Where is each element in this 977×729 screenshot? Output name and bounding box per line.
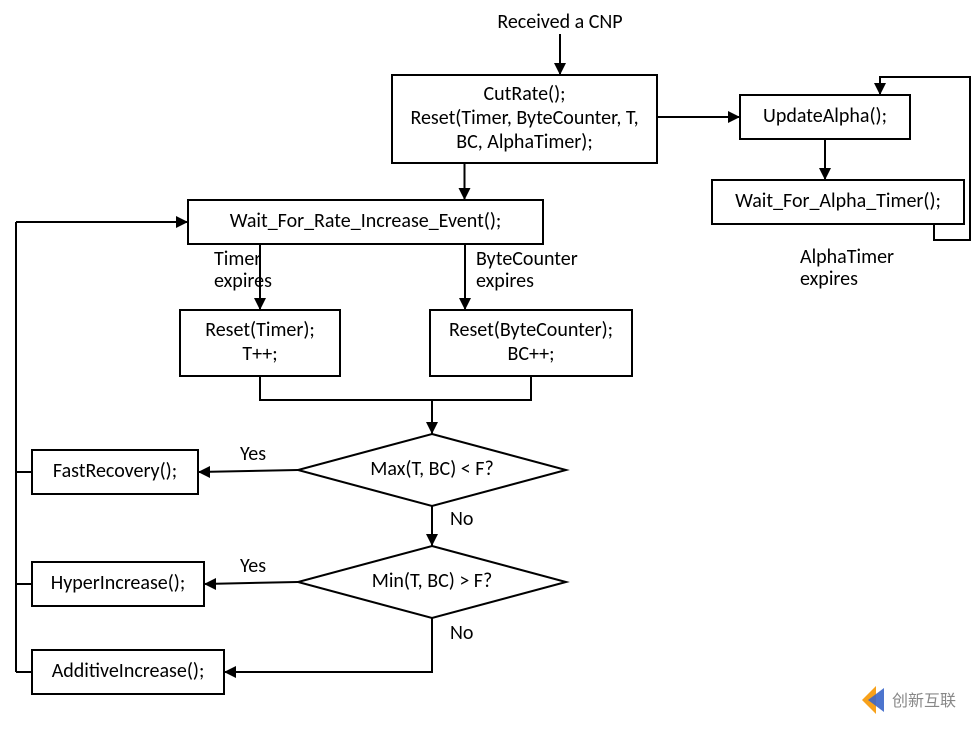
e-d1-fastrec [198,470,298,472]
e-d2-additive [224,618,432,672]
svg-text:Max(T, BC) < F?: Max(T, BC) < F? [370,457,494,481]
svg-text:创新互联: 创新互联 [892,692,956,710]
svg-text:expires: expires [800,267,858,291]
svg-text:Min(T, BC) > F?: Min(T, BC) > F? [372,569,493,593]
label-yes2: Yes [240,554,266,578]
svg-text:expires: expires [214,269,272,293]
svg-text:HyperIncrease();: HyperIncrease(); [51,571,185,595]
e-d2-hyper [204,582,298,584]
svg-text:Reset(ByteCounter);: Reset(ByteCounter); [449,318,613,342]
svg-text:BC, AlphaTimer);: BC, AlphaTimer); [456,130,592,154]
watermark: 创新互联 [862,686,956,714]
svg-text:expires: expires [476,269,534,293]
svg-text:Reset(Timer, ByteCounter, T,: Reset(Timer, ByteCounter, T, [410,106,638,130]
svg-text:Wait_For_Rate_Increase_Event(): Wait_For_Rate_Increase_Event(); [230,209,502,233]
svg-text:BC++;: BC++; [508,342,555,366]
svg-text:CutRate();: CutRate(); [483,82,565,106]
svg-text:UpdateAlpha();: UpdateAlpha(); [763,104,887,128]
svg-text:ByteCounter: ByteCounter [476,247,578,271]
label-no2: No [450,621,473,645]
label-no1: No [450,507,473,531]
svg-text:Timer: Timer [214,247,261,271]
svg-text:T++;: T++; [242,342,277,366]
svg-text:FastRecovery();: FastRecovery(); [53,459,177,483]
svg-text:AdditiveIncrease();: AdditiveIncrease(); [52,659,205,683]
label-yes1: Yes [240,442,266,466]
svg-text:Reset(Timer);: Reset(Timer); [205,318,315,342]
svg-text:AlphaTimer: AlphaTimer [800,245,894,269]
svg-text:Wait_For_Alpha_Timer();: Wait_For_Alpha_Timer(); [735,189,941,213]
start-label: Received a CNP [497,10,622,34]
